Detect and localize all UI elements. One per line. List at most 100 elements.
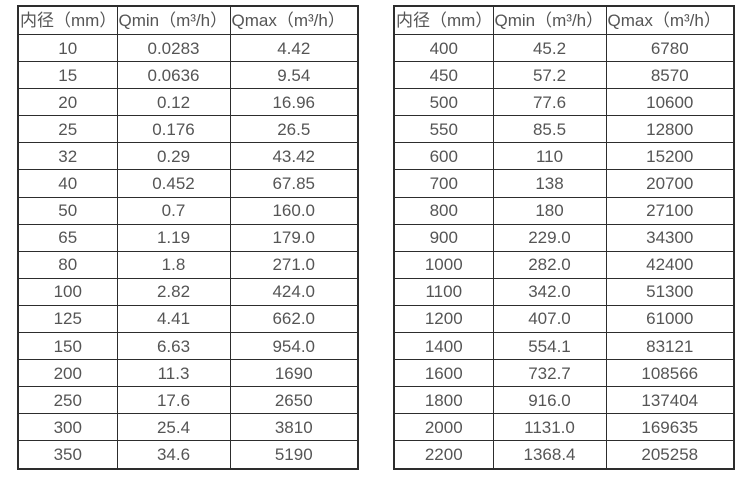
table-cell: 500: [393, 88, 494, 117]
table-cell: 1690: [229, 359, 359, 388]
table-cell: 10: [17, 33, 118, 63]
table-row: 550 85.5 12800: [393, 115, 735, 144]
table-row: 1100 342.0 51300: [393, 277, 735, 306]
table-row: 125 4.41 662.0: [17, 304, 359, 334]
col-header-qmax: Qmax（m³/h）: [229, 5, 359, 35]
table-cell: 0.176: [116, 115, 231, 144]
table-cell: 3810: [229, 413, 359, 442]
table-cell: 954.0: [229, 332, 359, 361]
table-cell: 180: [492, 196, 607, 225]
table-cell: 15200: [605, 142, 735, 171]
table-row: 2200 1368.4 205258: [393, 440, 735, 470]
table-cell: 2650: [229, 386, 359, 415]
table-cell: 450: [393, 61, 494, 90]
table-cell: 400: [393, 33, 494, 63]
table-row: 50 0.7 160.0: [17, 196, 359, 225]
table-cell: 15: [17, 61, 118, 90]
col-header-qmax: Qmax（m³/h）: [605, 5, 735, 35]
table-cell: 26.5: [229, 115, 359, 144]
table-cell: 342.0: [492, 277, 607, 306]
table-row: 25 0.176 26.5: [17, 115, 359, 144]
col-header-inner-diameter: 内径（mm）: [393, 5, 494, 35]
table-cell: 1.8: [116, 250, 231, 279]
table-row: 20 0.12 16.96: [17, 88, 359, 117]
table-cell: 200: [17, 359, 118, 388]
table-cell: 662.0: [229, 304, 359, 334]
table-cell: 108566: [605, 359, 735, 388]
table-cell: 407.0: [492, 304, 607, 334]
table-row: 350 34.6 5190: [17, 440, 359, 470]
table-cell: 916.0: [492, 386, 607, 415]
table-cell: 125: [17, 304, 118, 334]
table-cell: 0.0283: [116, 33, 231, 63]
table-cell: 300: [17, 413, 118, 442]
table-cell: 732.7: [492, 359, 607, 388]
table-cell: 4.41: [116, 304, 231, 334]
table-cell: 83121: [605, 332, 735, 361]
table-row: 15 0.0636 9.54: [17, 61, 359, 90]
table-cell: 16.96: [229, 88, 359, 117]
table-row: 80 1.8 271.0: [17, 250, 359, 279]
table-cell: 1000: [393, 250, 494, 279]
table-cell: 250: [17, 386, 118, 415]
table-cell: 554.1: [492, 332, 607, 361]
table-cell: 100: [17, 277, 118, 306]
table-cell: 25.4: [116, 413, 231, 442]
table-cell: 6780: [605, 33, 735, 63]
table-row: 800 180 27100: [393, 196, 735, 225]
table-cell: 2.82: [116, 277, 231, 306]
table-cell: 282.0: [492, 250, 607, 279]
table-cell: 12800: [605, 115, 735, 144]
table-row: 1800 916.0 137404: [393, 386, 735, 415]
table-cell: 0.452: [116, 169, 231, 198]
table-cell: 700: [393, 169, 494, 198]
flow-table-small-diameters: 内径（mm） Qmin（m³/h） Qmax（m³/h） 10 0.0283 4.4…: [17, 5, 359, 470]
header-row: 内径（mm） Qmin（m³/h） Qmax（m³/h）: [17, 5, 359, 35]
table-cell: 150: [17, 332, 118, 361]
table-cell: 85.5: [492, 115, 607, 144]
table-cell: 2000: [393, 413, 494, 442]
col-header-inner-diameter: 内径（mm）: [17, 5, 118, 35]
table-cell: 800: [393, 196, 494, 225]
header-row: 内径（mm） Qmin（m³/h） Qmax（m³/h）: [393, 5, 735, 35]
table-row: 600 110 15200: [393, 142, 735, 171]
table-body: 400 45.2 6780 450 57.2 8570 500 77.6 10600 550 85.…: [393, 33, 735, 470]
table-cell: 57.2: [492, 61, 607, 90]
table-cell: 0.0636: [116, 61, 231, 90]
table-cell: 424.0: [229, 277, 359, 306]
table-row: 1400 554.1 83121: [393, 332, 735, 361]
table-row: 65 1.19 179.0: [17, 223, 359, 252]
table-cell: 25: [17, 115, 118, 144]
flow-range-tables: 内径（mm） Qmin（m³/h） Qmax（m³/h） 10 0.0283 4.4…: [17, 5, 735, 470]
table-cell: 10600: [605, 88, 735, 117]
table-row: 1200 407.0 61000: [393, 304, 735, 334]
table-cell: 9.54: [229, 61, 359, 90]
table-row: 1000 282.0 42400: [393, 250, 735, 279]
table-row: 1600 732.7 108566: [393, 359, 735, 388]
table-cell: 11.3: [116, 359, 231, 388]
table-cell: 17.6: [116, 386, 231, 415]
table-cell: 80: [17, 250, 118, 279]
table-cell: 350: [17, 440, 118, 470]
table-cell: 45.2: [492, 33, 607, 63]
table-row: 400 45.2 6780: [393, 33, 735, 63]
flow-table-large-diameters: 内径（mm） Qmin（m³/h） Qmax（m³/h） 400 45.2 6780…: [393, 5, 735, 470]
table-cell: 550: [393, 115, 494, 144]
table-row: 250 17.6 2650: [17, 386, 359, 415]
table-cell: 1400: [393, 332, 494, 361]
table-row: 200 11.3 1690: [17, 359, 359, 388]
table-cell: 34300: [605, 223, 735, 252]
table-row: 100 2.82 424.0: [17, 277, 359, 306]
table-row: 10 0.0283 4.42: [17, 33, 359, 63]
table-cell: 179.0: [229, 223, 359, 252]
table-cell: 20: [17, 88, 118, 117]
table-cell: 8570: [605, 61, 735, 90]
table-row: 40 0.452 67.85: [17, 169, 359, 198]
col-header-qmin: Qmin（m³/h）: [492, 5, 607, 35]
table-body: 10 0.0283 4.42 15 0.0636 9.54 20 0.12 16.96 25 0.1…: [17, 33, 359, 470]
table-cell: 32: [17, 142, 118, 171]
table-cell: 2200: [393, 440, 494, 470]
table-cell: 1131.0: [492, 413, 607, 442]
table-cell: 40: [17, 169, 118, 198]
table-cell: 43.42: [229, 142, 359, 171]
